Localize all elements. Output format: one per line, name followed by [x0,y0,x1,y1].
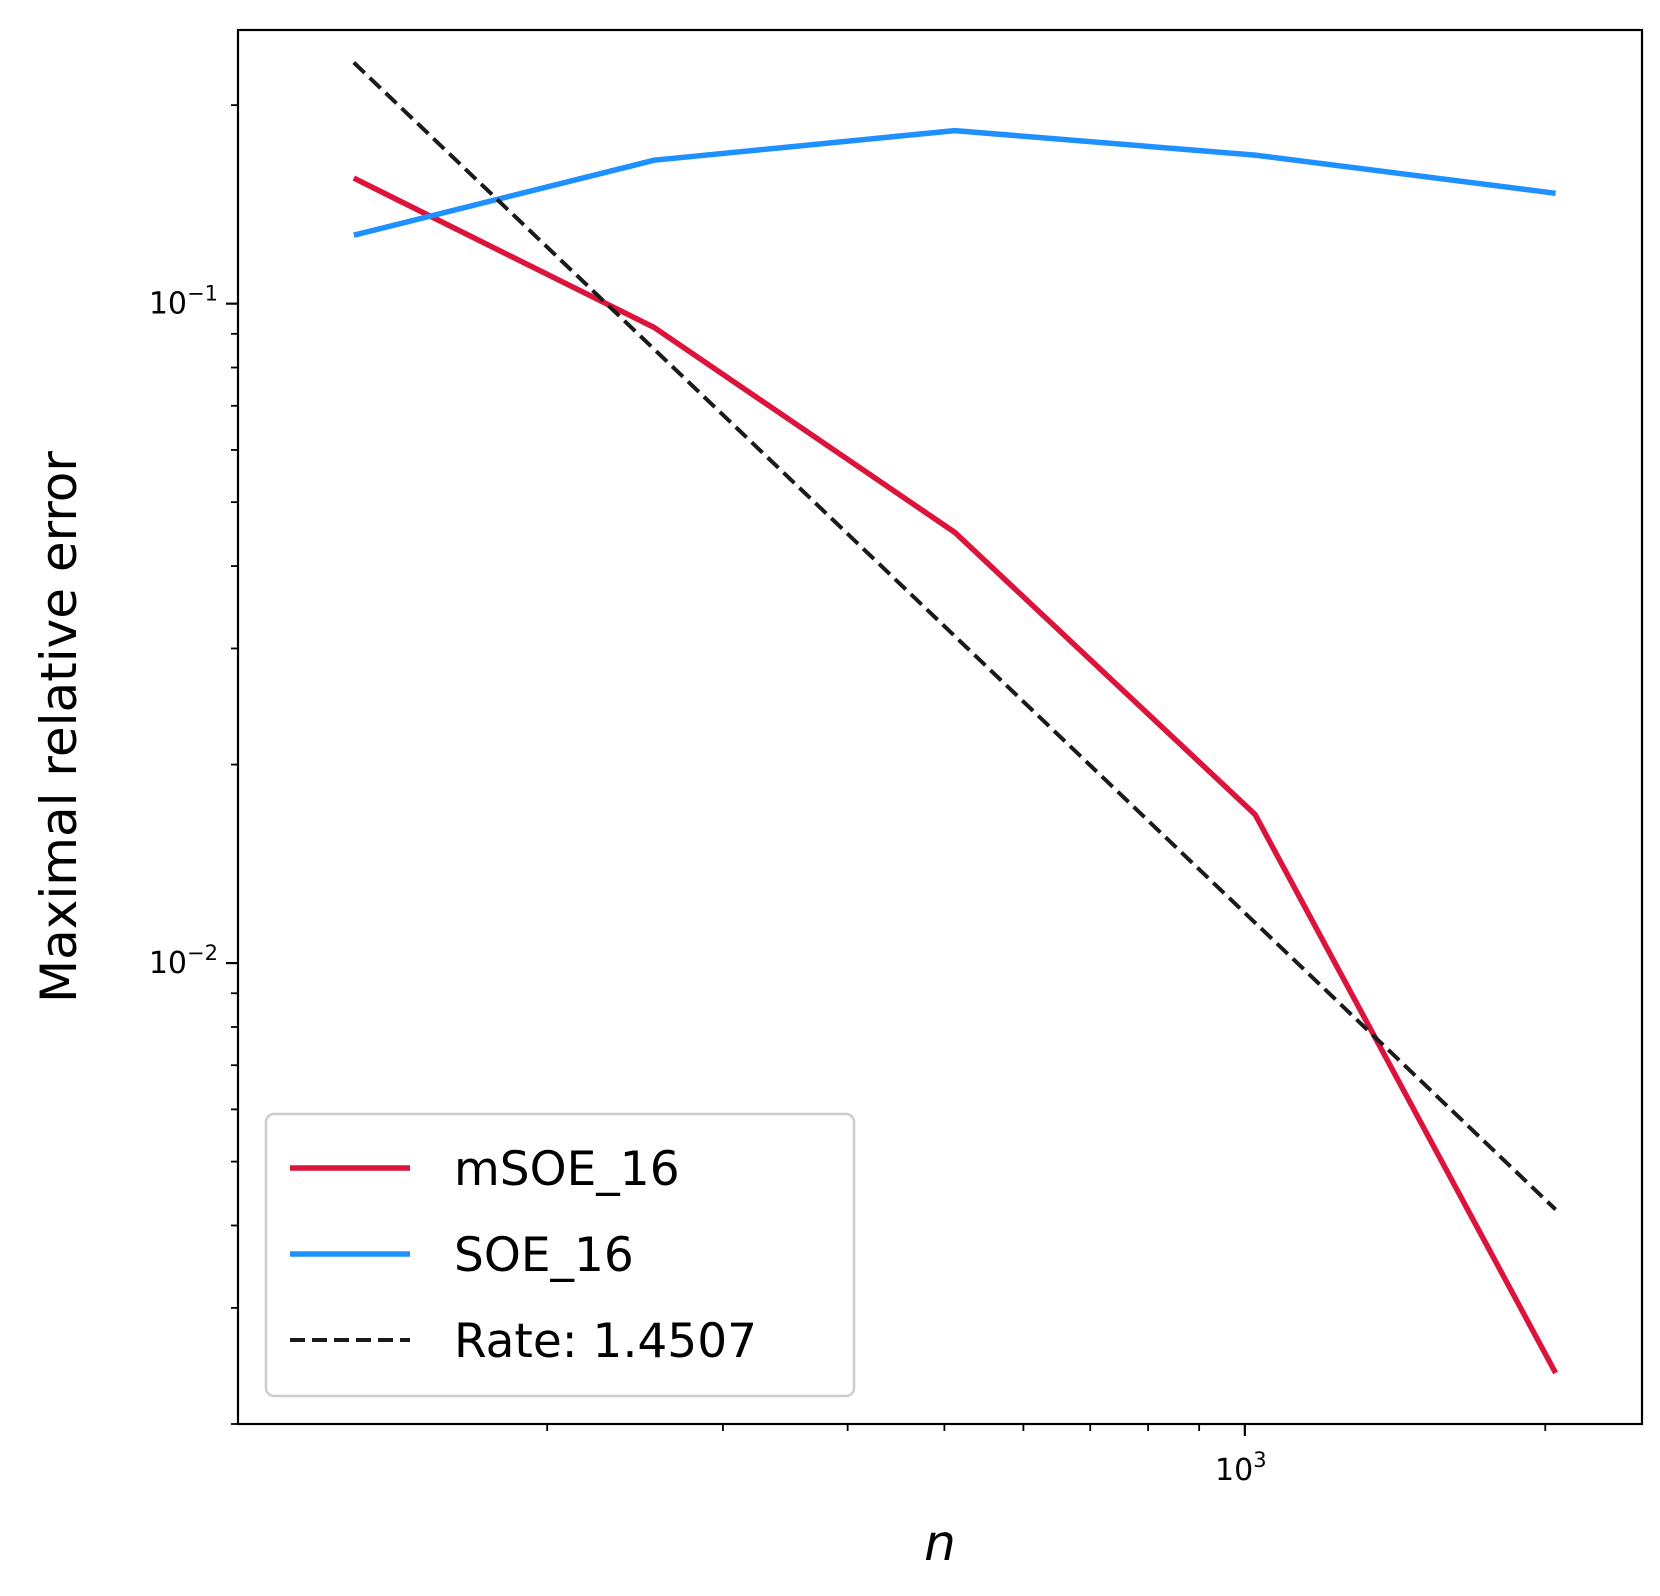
series-line-soe-16 [353,127,1556,238]
y-tick-label: 10−2 [149,941,218,981]
legend-entry: SOE_16 [290,1228,634,1283]
major-ticks: 103 10−1 10−2 [149,282,1267,1488]
y-tick-label: 10−1 [149,282,218,322]
legend: mSOE_16 SOE_16 Rate: 1.4507 [264,1112,856,1398]
series-line-rate-1-4507 [352,61,1557,1211]
x-axis-label: n [924,1514,956,1572]
legend-entry: mSOE_16 [290,1142,680,1197]
legend-entry: Rate: 1.4507 [290,1314,757,1369]
x-tick-label: 103 [1215,1448,1267,1488]
x-minor-ticks [546,1424,1547,1431]
legend-label: SOE_16 [454,1228,634,1283]
legend-label: Rate: 1.4507 [454,1314,757,1369]
y-minor-ticks [231,104,238,1425]
legend-label: mSOE_16 [454,1142,680,1197]
series-line-msoe-16 [352,175,1559,1375]
y-axis-label: Maximal relative error [30,451,88,1003]
plot-frame [236,28,1644,1426]
legend-box [264,1112,856,1398]
series-layer [352,61,1559,1375]
